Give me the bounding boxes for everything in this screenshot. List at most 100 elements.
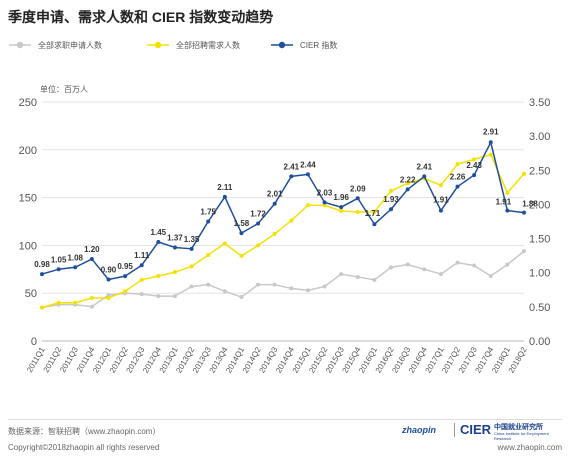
series-point-1 <box>89 295 94 300</box>
series-point-1 <box>438 183 443 188</box>
cier-data-label: 1.37 <box>167 233 183 242</box>
y-left-tick-label: 50 <box>25 288 37 300</box>
series-point-0 <box>422 267 427 272</box>
series-point-2 <box>206 219 211 224</box>
y-left-tick-label: 100 <box>19 240 37 252</box>
cier-logo-cn: 中国就业研究所 <box>494 424 543 431</box>
series-point-0 <box>272 282 277 287</box>
series-point-1 <box>455 162 460 167</box>
cier-data-label: 2.41 <box>416 162 432 171</box>
series-point-1 <box>123 289 128 294</box>
series-point-2 <box>239 231 244 236</box>
series-point-0 <box>172 294 177 299</box>
y-right-tick-label: 0.50 <box>529 302 550 314</box>
series-point-0 <box>156 294 161 299</box>
series-point-1 <box>305 203 310 208</box>
series-point-1 <box>289 218 294 223</box>
series-point-2 <box>289 174 294 179</box>
series-point-0 <box>289 286 294 291</box>
series-point-0 <box>222 289 227 294</box>
series-point-2 <box>472 173 477 178</box>
series-point-1 <box>106 295 111 300</box>
series-point-0 <box>206 282 211 287</box>
legend-marker-cier <box>271 41 293 49</box>
legend-label-applicants: 全部求职申请人数 <box>38 41 102 50</box>
logo-divider <box>454 423 455 437</box>
footer-divider <box>8 419 562 420</box>
series-point-0 <box>488 273 493 278</box>
unit-label: 单位：百万人 <box>40 85 88 94</box>
legend-label-demand: 全部招聘需求人数 <box>176 41 240 50</box>
series-point-1 <box>40 305 44 310</box>
series-point-0 <box>355 274 360 279</box>
series-line-1 <box>41 153 525 309</box>
series-point-2 <box>40 272 44 277</box>
cier-logo: CIER <box>460 422 492 437</box>
cier-data-label: 1.91 <box>433 196 449 205</box>
series-point-0 <box>106 293 111 298</box>
series-point-0 <box>522 249 526 254</box>
series-point-1 <box>322 203 327 208</box>
series-point-0 <box>405 262 410 267</box>
series-point-2 <box>256 221 261 226</box>
series-point-0 <box>256 282 261 287</box>
series-point-1 <box>522 171 526 176</box>
series-point-0 <box>438 272 443 277</box>
series-point-1 <box>239 253 244 258</box>
series-point-0 <box>305 288 310 293</box>
cier-data-label: 2.11 <box>217 183 233 192</box>
y-right-tick-label: 1.50 <box>529 234 550 246</box>
cier-data-label: 1.58 <box>234 219 250 228</box>
series-point-2 <box>522 210 526 215</box>
cier-data-label: 1.08 <box>67 253 83 262</box>
series-point-1 <box>172 270 177 275</box>
cier-data-label: 1.91 <box>496 198 512 207</box>
cier-data-label: 1.11 <box>134 251 150 260</box>
cier-data-label: 2.01 <box>267 190 283 199</box>
series-point-2 <box>106 277 111 282</box>
series-point-0 <box>455 260 460 265</box>
logo-group: zhaopin CIER 中国就业研究所 China Institute for… <box>402 422 562 441</box>
series-point-0 <box>339 272 344 277</box>
series-point-1 <box>355 209 360 214</box>
series-point-1 <box>156 273 161 278</box>
series-point-2 <box>156 239 161 244</box>
cier-data-label: 2.91 <box>483 127 499 136</box>
series-point-1 <box>222 241 227 246</box>
cier-data-label: 0.98 <box>34 260 50 269</box>
series-point-2 <box>89 257 94 262</box>
series-point-0 <box>139 292 144 297</box>
series-point-2 <box>372 222 377 227</box>
y-right-tick-label: 3.00 <box>529 131 550 143</box>
y-left-tick-label: 0 <box>31 336 37 348</box>
cier-data-label: 1.35 <box>184 235 200 244</box>
series-point-0 <box>472 263 477 268</box>
series-point-2 <box>123 274 128 279</box>
data-source: 数据来源：智联招聘（www.zhaopin.com） <box>8 427 161 436</box>
series-point-0 <box>322 284 327 289</box>
series-point-2 <box>405 187 410 192</box>
cier-data-label: 1.45 <box>151 228 167 237</box>
series-point-0 <box>189 284 194 289</box>
cier-data-label: 1.75 <box>200 208 216 217</box>
cier-data-label: 2.09 <box>350 184 366 193</box>
cier-data-label: 1.72 <box>250 210 266 219</box>
cier-data-label: 2.26 <box>450 173 466 182</box>
series-point-1 <box>472 157 477 162</box>
legend-marker-demand <box>147 41 169 49</box>
y-right-tick-label: 0.00 <box>529 336 550 348</box>
legend-marker-applicants <box>9 41 31 49</box>
cier-data-label: 2.22 <box>400 175 416 184</box>
cier-data-label: 1.20 <box>84 245 100 254</box>
series-point-0 <box>372 277 377 282</box>
website-text: www.zhaopin.com <box>497 443 562 452</box>
series-point-2 <box>389 207 394 212</box>
y-left-tick-label: 200 <box>19 145 37 157</box>
series-point-2 <box>455 184 460 189</box>
y-left-tick-label: 150 <box>19 193 37 205</box>
series-point-0 <box>389 265 394 270</box>
series-point-2 <box>222 194 227 199</box>
series-point-2 <box>355 196 360 201</box>
series-point-2 <box>438 208 443 213</box>
series-point-1 <box>206 252 211 257</box>
